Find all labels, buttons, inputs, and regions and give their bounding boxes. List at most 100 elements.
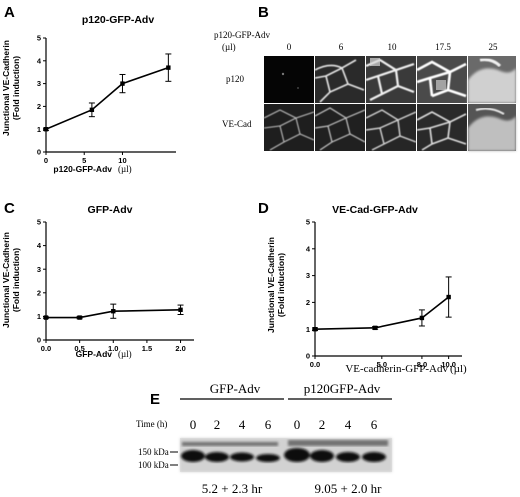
x-tick-label: 8.0 — [417, 360, 427, 369]
panel-d-xlabel: VE-cadherin-GFP-Adv — [345, 363, 448, 375]
panel-e-marker-100: 100 kDa — [138, 460, 169, 470]
panel-b-col-label: 10 — [388, 42, 398, 52]
panel-b-col-label: 17.5 — [435, 42, 451, 52]
panel-e-time: 2 — [214, 417, 221, 432]
panel-letter-c: C — [4, 200, 15, 217]
micrograph-vecad-6 — [314, 104, 366, 151]
panel-d-plot: 0 1 2 3 4 5 0.0 5.0 8.0 10.0 — [306, 218, 462, 369]
data-point — [43, 127, 49, 132]
panel-c-xunit: (µl) — [118, 349, 132, 359]
panel-b-header-line1: p120-GFP-Adv — [214, 30, 271, 40]
panel-a-ylabel-line1: Junctional VE-Cadherin — [1, 40, 11, 136]
y-tick-label: 1 — [37, 125, 41, 134]
panel-b-row-label: p120 — [226, 74, 245, 84]
panel-d-ylabel-line1: Junctional VE-Cadherin — [266, 237, 276, 333]
panel-e-time: 0 — [294, 417, 301, 432]
y-tick-label: 3 — [37, 79, 41, 88]
y-tick-label: 3 — [37, 265, 41, 274]
panel-b-col-label: 6 — [339, 42, 344, 52]
x-tick-label: 0.0 — [310, 360, 320, 369]
panel-e-marker-150: 150 kDa — [138, 447, 169, 457]
panel-c-plot: 0 1 2 3 4 5 0.0 0.5 1.0 1.5 2.0 — [37, 218, 194, 353]
series-line — [46, 308, 181, 319]
y-tick-label: 4 — [306, 244, 311, 253]
panel-a-xunit: (µl) — [118, 164, 132, 174]
panel-e: E GFP-Adv p120GFP-Adv Time (h) 0 2 4 6 0… — [136, 381, 392, 496]
micrograph-p120-10 — [365, 56, 416, 103]
panel-c-title: GFP-Adv — [88, 204, 133, 216]
y-tick-label: 0 — [37, 336, 41, 345]
panel-b-col-label: 25 — [489, 42, 499, 52]
y-tick-label: 2 — [37, 288, 41, 297]
panel-a: A p120-GFP-Adv Junctional VE-Cadherin (F… — [1, 4, 176, 174]
panel-b-header-line2: (µl) — [222, 42, 236, 52]
y-tick-label: 4 — [37, 56, 42, 65]
panel-d-ylabel-line2: (Fold induction) — [276, 253, 286, 317]
x-tick-label: 0.5 — [74, 344, 84, 353]
panel-a-xlabel: p120-GFP-Adv — [53, 164, 112, 174]
panel-a-title: p120-GFP-Adv — [82, 14, 155, 26]
y-tick-label: 1 — [306, 325, 310, 334]
series-line — [314, 296, 450, 330]
western-blot — [180, 438, 392, 472]
micrograph-p120-6 — [314, 56, 365, 103]
y-tick-label: 4 — [37, 241, 42, 250]
x-tick-label: 1.5 — [142, 344, 152, 353]
y-tick-label: 5 — [37, 34, 41, 43]
panel-b: B p120-GFP-Adv (µl) 0 6 10 17.5 25 p120 … — [214, 4, 516, 151]
data-point — [166, 65, 171, 70]
data-point — [446, 294, 451, 300]
panel-e-halflife-p120: 9.05 + 2.0 hr — [315, 481, 383, 496]
panel-c-ylabel-line1: Junctional VE-Cadherin — [1, 232, 11, 328]
micrograph-p120-0 — [264, 56, 314, 103]
data-point — [89, 107, 95, 113]
y-tick-label: 5 — [306, 218, 310, 227]
panel-a-plot: 0 1 2 3 4 5 0 5 10 — [37, 34, 176, 165]
panel-letter-d: D — [258, 200, 269, 217]
panel-e-time: 4 — [239, 417, 246, 432]
panel-e-time-label: Time (h) — [136, 419, 167, 429]
panel-e-time: 2 — [319, 417, 326, 432]
panel-d: D VE-Cad-GFP-Adv Junctional VE-Cadherin … — [258, 200, 467, 375]
y-tick-label: 0 — [37, 148, 41, 157]
panel-letter-b: B — [258, 4, 269, 21]
x-tick-label: 2.0 — [175, 344, 185, 353]
data-point — [312, 327, 318, 332]
data-point — [120, 81, 125, 86]
panel-letter-e: E — [150, 391, 160, 408]
data-point — [77, 315, 82, 320]
data-point — [178, 307, 183, 312]
panel-c: C GFP-Adv Junctional VE-Cadherin (Fold i… — [1, 200, 194, 359]
x-tick-label: 0.0 — [41, 344, 51, 353]
panel-e-time: 4 — [345, 417, 352, 432]
x-tick-label: 5 — [82, 156, 86, 165]
panel-c-xlabel: GFP-Adv — [76, 349, 113, 359]
x-tick-label: 10 — [118, 156, 126, 165]
data-point — [111, 309, 116, 314]
panel-a-ylabel-line2: (Fold induction) — [11, 56, 21, 120]
y-tick-label: 3 — [306, 271, 310, 280]
micrograph-grid — [263, 56, 516, 151]
micrograph-vecad-0 — [263, 104, 315, 151]
panel-c-ylabel-line2: (Fold induction) — [11, 248, 21, 312]
y-tick-label: 0 — [306, 352, 310, 361]
panel-d-title: VE-Cad-GFP-Adv — [332, 204, 418, 216]
micrograph-vecad-17.5 — [416, 104, 467, 151]
y-tick-label: 1 — [37, 312, 41, 321]
panel-letter-a: A — [4, 4, 15, 21]
data-point — [43, 315, 49, 320]
panel-b-row-label: VE-Cad — [222, 119, 252, 129]
panel-e-group1-label: GFP-Adv — [210, 381, 261, 396]
x-tick-label: 5.0 — [377, 360, 387, 369]
data-point — [372, 325, 378, 331]
y-tick-label: 2 — [306, 298, 310, 307]
series-line — [45, 66, 169, 130]
panel-e-halflife-gfp: 5.2 + 2.3 hr — [202, 481, 263, 496]
panel-e-time: 6 — [265, 417, 272, 432]
micrograph-p120-25 — [468, 56, 516, 103]
y-tick-label: 2 — [37, 102, 41, 111]
x-tick-label: 0 — [44, 156, 48, 165]
data-point — [419, 315, 425, 321]
micrograph-vecad-10 — [365, 104, 417, 151]
